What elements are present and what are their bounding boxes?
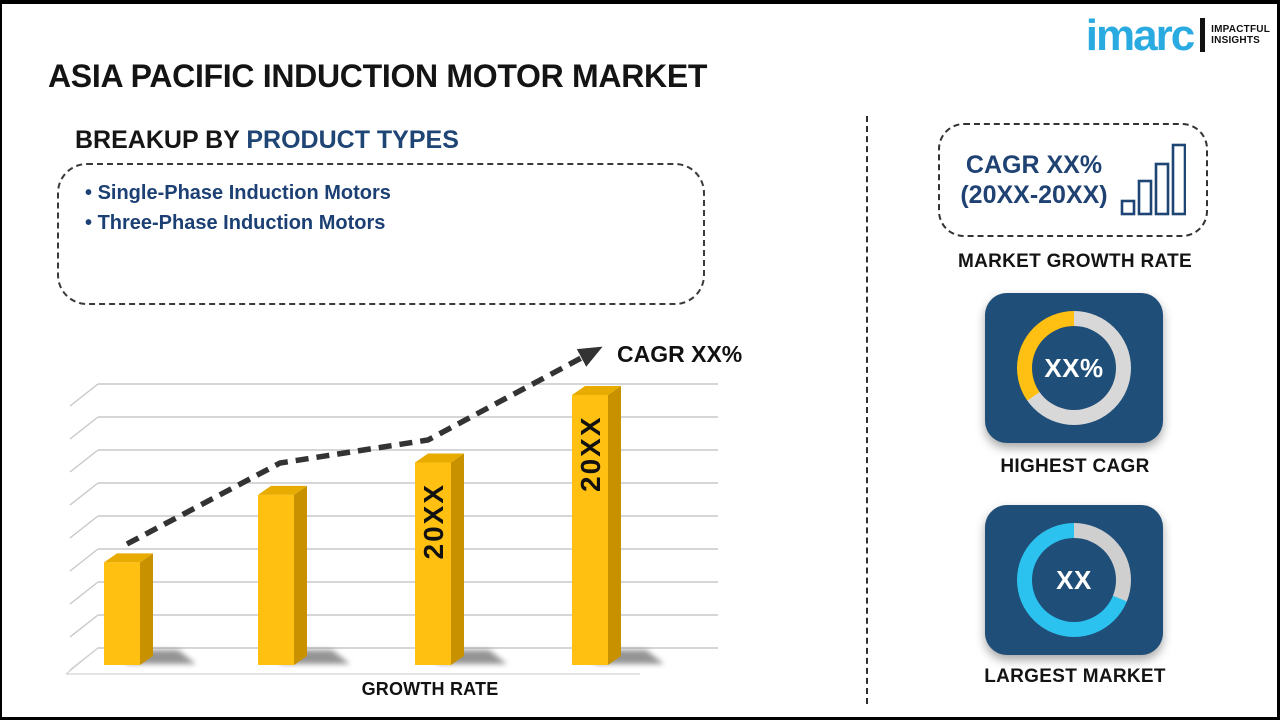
logo-wordmark: imarc — [1085, 11, 1195, 60]
imarc-logo: imarc IMPACTFUL INSIGHTS — [1086, 12, 1270, 58]
cagr-card-text: CAGR XX% (20XX-20XX) — [960, 150, 1107, 210]
logo-divider-bar — [1200, 18, 1206, 52]
page-title: ASIA PACIFIC INDUCTION MOTOR MARKET — [48, 58, 708, 94]
bar-chart-icon — [1120, 143, 1186, 216]
donut-value: XX — [1032, 538, 1116, 622]
svg-text:20XX: 20XX — [575, 416, 606, 493]
largest-market-caption: LARGEST MARKET — [984, 666, 1166, 687]
donut-chart-largest-market: XX — [1017, 523, 1131, 637]
svg-text:20XX: 20XX — [418, 483, 449, 560]
market-growth-rate-card: CAGR XX% (20XX-20XX) — [938, 123, 1208, 237]
logo-tagline-line1: IMPACTFUL — [1211, 24, 1270, 35]
logo-tagline-line2: INSIGHTS — [1211, 35, 1260, 46]
highest-cagr-caption: HIGHEST CAGR — [1000, 456, 1150, 477]
growth-bar-chart-svg: 20XX 20XX — [65, 346, 718, 675]
list-item: Three-Phase Induction Motors — [85, 208, 677, 238]
product-types-box: Single-Phase Induction Motors Three-Phas… — [57, 163, 705, 305]
breakup-heading: BREAKUP BY PRODUCT TYPES — [75, 126, 459, 155]
donut-value: XX% — [1032, 326, 1116, 410]
product-types-list: Single-Phase Induction Motors Three-Phas… — [85, 178, 677, 238]
trend-arrow-label: CAGR XX% — [617, 341, 743, 367]
logo-tagline: IMPACTFUL INSIGHTS — [1211, 24, 1270, 46]
list-item: Single-Phase Induction Motors — [85, 178, 677, 208]
breakup-heading-highlight: PRODUCT TYPES — [246, 126, 459, 154]
growth-bar-chart: 20XX 20XX — [40, 330, 730, 680]
cagr-card-line2: (20XX-20XX) — [960, 181, 1108, 209]
donut-chart-highest-cagr: XX% — [1017, 311, 1131, 425]
cagr-card-line1: CAGR XX% — [965, 151, 1103, 179]
section-divider — [866, 116, 868, 704]
breakup-heading-prefix: BREAKUP BY — [75, 126, 240, 154]
largest-market-tile: XX — [985, 505, 1163, 655]
x-axis-label: GROWTH RATE — [361, 679, 499, 699]
highest-cagr-tile: XX% — [985, 293, 1163, 443]
market-growth-rate-caption: MARKET GROWTH RATE — [957, 251, 1193, 272]
